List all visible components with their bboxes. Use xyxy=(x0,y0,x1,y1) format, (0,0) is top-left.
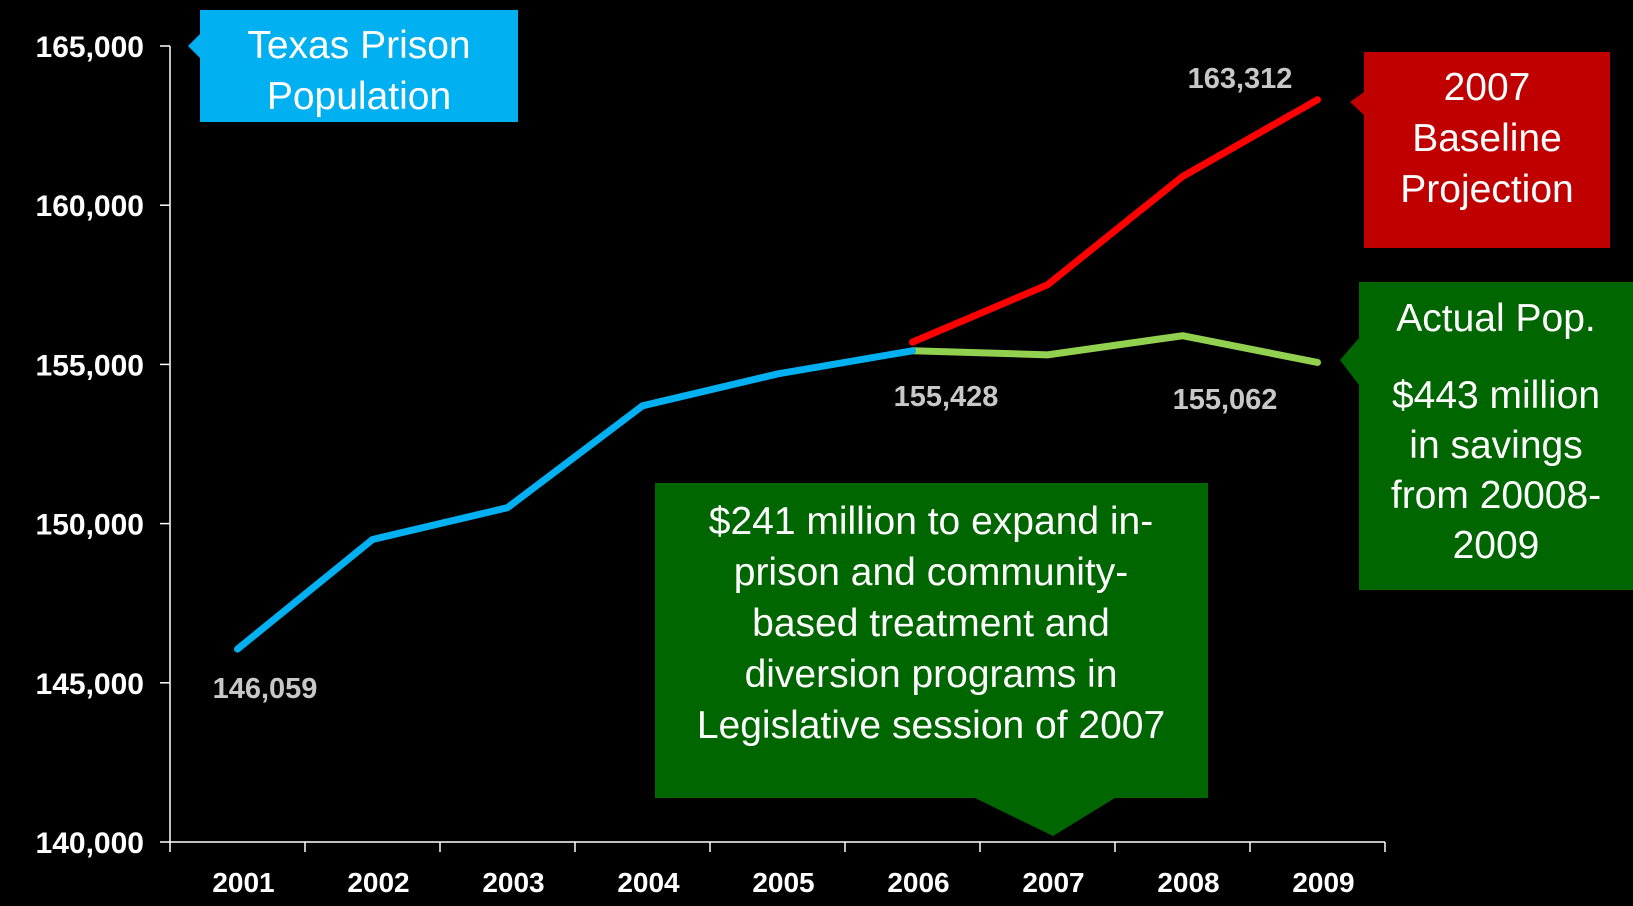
y-tick-label: 160,000 xyxy=(36,190,144,223)
y-tick: 155,000 xyxy=(36,349,170,382)
x-tick-label: 2001 xyxy=(212,867,274,898)
y-tick: 145,000 xyxy=(36,668,170,701)
actual-callout-text: 2009 xyxy=(1453,524,1540,567)
actual-callout-box xyxy=(1340,282,1633,590)
x-tick: 2003 xyxy=(482,867,544,898)
projection-callout-box xyxy=(1350,52,1610,248)
actual-series-line xyxy=(909,332,1321,366)
treatment-callout-text: Legislative session of 2007 xyxy=(697,704,1165,747)
y-tick-label: 150,000 xyxy=(36,509,144,542)
data-value-label: 155,428 xyxy=(894,381,999,413)
y-tick-label: 145,000 xyxy=(36,668,144,701)
x-tick: 2007 xyxy=(1022,867,1084,898)
x-tick-label: 2007 xyxy=(1022,867,1084,898)
x-tick-label: 2009 xyxy=(1292,867,1354,898)
y-tick: 150,000 xyxy=(36,509,170,542)
title-callout-box xyxy=(188,10,518,122)
callouts: Texas Prison Population 2007 Baseline Projec… xyxy=(188,10,1633,836)
x-tick: 2009 xyxy=(1292,867,1354,898)
x-tick-label: 2003 xyxy=(482,867,544,898)
projection-callout-text: Baseline xyxy=(1412,117,1562,160)
x-tick: 2005 xyxy=(752,867,814,898)
actual-callout-text: $443 million xyxy=(1392,374,1600,417)
x-tick-label: 2008 xyxy=(1157,867,1219,898)
x-tick-label: 2006 xyxy=(887,867,949,898)
treatment-callout-text: based treatment and xyxy=(752,602,1110,645)
data-labels: 146,059 155,428 155,062 163,312 xyxy=(213,63,1293,705)
x-tick: 2002 xyxy=(347,867,409,898)
actual-callout: Actual Pop. $443 million in savings from 20… xyxy=(1340,282,1633,590)
treatment-callout-text: prison and community- xyxy=(734,551,1129,594)
y-tick: 160,000 xyxy=(36,190,170,223)
data-value-label: 155,062 xyxy=(1173,384,1278,416)
treatment-callout: $241 million to expand in-prison and com… xyxy=(655,483,1208,836)
x-tick-label: 2002 xyxy=(347,867,409,898)
data-value-label: 163,312 xyxy=(1188,63,1293,95)
x-tick: 2004 xyxy=(617,867,680,898)
projection-callout-text: Projection xyxy=(1400,168,1573,211)
projection-callout: 2007 Baseline Projection xyxy=(1350,52,1610,248)
y-tick-label: 165,000 xyxy=(36,31,144,64)
y-tick-label: 155,000 xyxy=(36,349,144,382)
x-tick-label: 2004 xyxy=(617,867,680,898)
historical-series-line xyxy=(234,347,916,653)
x-tick: 2001 xyxy=(212,867,274,898)
y-tick-label: 140,000 xyxy=(36,827,144,860)
actual-callout-text: in savings xyxy=(1409,424,1582,467)
title-callout: Texas Prison Population xyxy=(188,10,518,122)
title-callout-text: Texas Prison xyxy=(247,24,470,67)
series-layer xyxy=(234,96,1321,653)
axes: 140,000 145,000 150,000 155,000 160,000 165,0… xyxy=(36,31,1386,898)
projection-callout-text: 2007 xyxy=(1444,66,1531,109)
x-tick-label: 2005 xyxy=(752,867,814,898)
treatment-callout-text: $241 million to expand in- xyxy=(709,500,1153,543)
y-tick: 165,000 xyxy=(36,31,170,64)
actual-callout-heading: Actual Pop. xyxy=(1396,297,1595,340)
x-tick: 2006 xyxy=(887,867,949,898)
title-callout-text: Population xyxy=(267,75,451,118)
y-tick: 140,000 xyxy=(36,827,170,860)
projection-series-line xyxy=(909,96,1321,346)
treatment-callout-text: diversion programs in xyxy=(745,653,1118,696)
data-value-label: 146,059 xyxy=(213,673,318,705)
x-tick: 2008 xyxy=(1157,867,1219,898)
actual-callout-text: from 20008- xyxy=(1391,474,1601,517)
treatment-callout-box xyxy=(655,483,1208,836)
